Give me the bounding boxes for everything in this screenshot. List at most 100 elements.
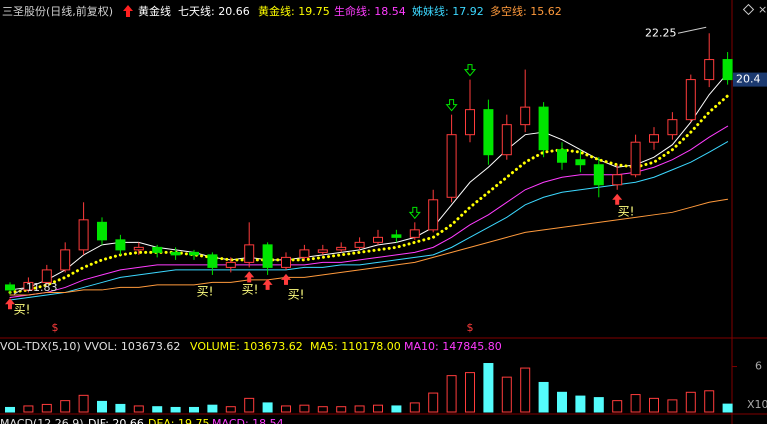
candle-body	[133, 246, 144, 251]
volume-bar	[281, 405, 291, 413]
close-icon: ×	[758, 3, 767, 16]
price-tag: 20.4	[736, 73, 761, 86]
candle-body	[225, 261, 236, 268]
volume-bar	[704, 390, 715, 413]
candle-body	[189, 251, 199, 256]
legend-entry: 多空线: 15.62	[490, 4, 562, 18]
volume-bar	[41, 403, 52, 413]
legend-entry: 黄金线: 19.75	[258, 4, 330, 18]
candle-body	[391, 234, 402, 238]
candle-body	[630, 141, 641, 176]
candle-body	[409, 229, 420, 238]
sell-arrow	[408, 206, 421, 220]
volume-bar	[428, 392, 439, 413]
candle-body	[465, 109, 475, 136]
low-price-label: 11.83	[26, 281, 58, 294]
stock-title: 三圣股份(日线,前复权)	[2, 4, 113, 18]
volume-bar	[336, 406, 347, 413]
volume-header: VOL-TDX(5,10)	[0, 340, 81, 353]
volume-bar	[373, 404, 383, 413]
sell-arrow	[463, 64, 477, 77]
volume-bar	[722, 403, 733, 413]
buy-label: 买!	[618, 205, 635, 219]
candle-body	[170, 251, 181, 256]
volume-bar	[244, 397, 255, 413]
candle-body	[373, 236, 383, 243]
candle-body	[244, 244, 255, 263]
volume-bar	[649, 397, 659, 413]
buy-label: 买!	[288, 288, 305, 302]
volume-bar	[60, 400, 71, 413]
volume-bar	[317, 406, 328, 413]
candle-body	[520, 106, 531, 126]
volume-bar	[612, 400, 623, 413]
volume-bar	[557, 391, 567, 413]
volume-bar	[409, 402, 420, 413]
volume-bar	[391, 405, 402, 413]
candle-body	[722, 59, 733, 81]
up-icon	[123, 5, 133, 17]
volume-bar	[207, 404, 218, 413]
volume-bar	[152, 406, 163, 413]
macd-header: MACD(12,26,9)	[0, 417, 84, 424]
price-tag-box	[733, 72, 767, 87]
high-price-label: 22.25	[645, 26, 677, 39]
volume-header: MA5: 110178.00	[310, 340, 401, 353]
macd-header: DIF: 20.66	[88, 417, 144, 424]
candle-body	[60, 249, 71, 271]
buy-arrow	[262, 278, 273, 290]
low-pointer	[13, 287, 25, 295]
volume-bar	[446, 375, 457, 413]
buy-label: 买!	[14, 303, 31, 317]
volume-bar	[685, 391, 696, 413]
candle-body	[78, 219, 89, 251]
buy-arrow	[281, 273, 291, 285]
candle-body	[97, 221, 107, 241]
candle-body	[667, 119, 678, 136]
indicator-name: 黄金线	[138, 4, 171, 18]
diamond-icon	[742, 3, 755, 16]
high-pointer	[677, 26, 707, 34]
volume-bar	[593, 397, 604, 413]
macd-header: MACD: 18.54	[212, 417, 284, 424]
signal-mark: $	[52, 321, 59, 334]
ma-line	[9, 198, 729, 296]
volume-bar	[538, 381, 549, 413]
candle-body	[685, 79, 696, 121]
candle-body	[41, 269, 52, 283]
volume-bar	[225, 406, 236, 413]
candle-body	[336, 246, 347, 251]
volume-bar	[354, 405, 365, 413]
macd-header: DEA: 19.75	[148, 417, 209, 424]
buy-label: 买!	[197, 285, 214, 299]
candle-body	[5, 284, 15, 291]
volume-bar	[78, 394, 89, 413]
candle-body	[593, 164, 604, 186]
ma-line	[8, 94, 730, 294]
volume-bar	[97, 400, 107, 413]
legend-entry: 七天线: 20.66	[178, 4, 250, 18]
candle-body	[483, 109, 494, 156]
candle-body	[115, 239, 126, 251]
signal-mark: $	[467, 321, 474, 334]
unit-label: X10	[747, 398, 767, 411]
candle-body	[299, 249, 310, 258]
candle-body	[446, 134, 457, 198]
volume-bar	[520, 367, 531, 413]
candle-body	[575, 159, 586, 166]
volume-bar	[465, 372, 475, 413]
candle-body	[538, 106, 549, 151]
candle-body	[557, 149, 567, 163]
volume-bar	[133, 405, 144, 413]
sell-arrow	[445, 99, 458, 112]
candle-body	[317, 249, 328, 253]
volume-bar	[170, 406, 181, 413]
candle-body	[354, 241, 365, 248]
volume-bar	[299, 404, 310, 413]
volume-bar	[189, 406, 199, 413]
legend-entry: 生命线: 18.54	[334, 4, 406, 18]
y-tick-label: 6	[755, 360, 762, 373]
legend-entry: 姊妹线: 17.92	[412, 4, 484, 18]
candle-body	[207, 254, 218, 268]
ma-line	[9, 72, 729, 291]
